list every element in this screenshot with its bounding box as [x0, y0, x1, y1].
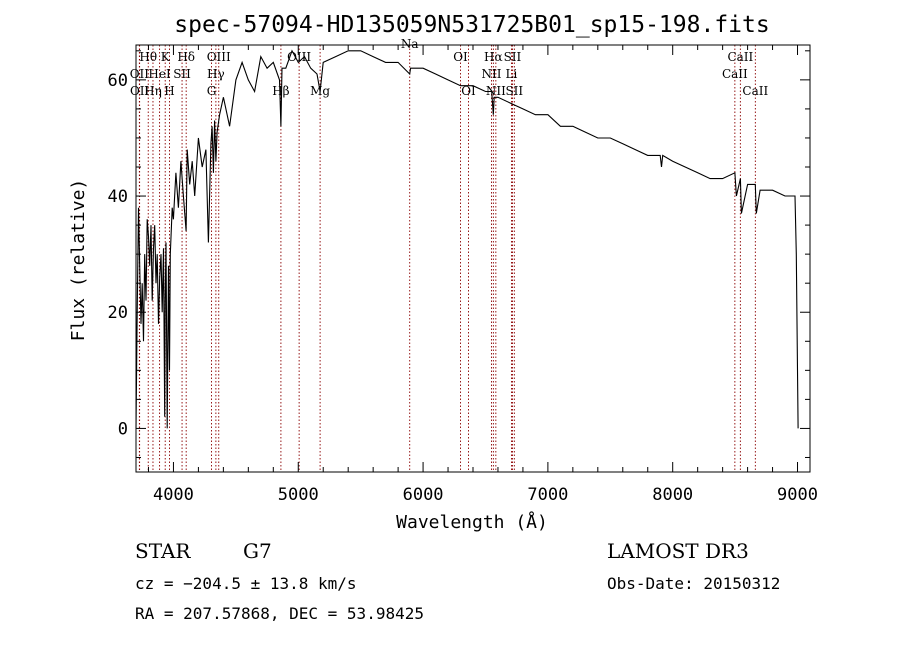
x-axis-ticks: 4000 5000 6000 7000 8000 9000 — [147, 45, 818, 505]
marker-lines — [138, 45, 756, 472]
x-tick-label: 6000 — [403, 485, 444, 505]
annotation-label: Na — [401, 37, 419, 51]
annotation-label: Hη — [144, 84, 162, 98]
y-tick-label: 0 — [118, 419, 128, 439]
ra-dec-coordinates: RA = 207.57868, DEC = 53.98425 — [135, 604, 424, 623]
chart-title: spec-57094-HD135059N531725B01_sp15-198.f… — [174, 12, 769, 38]
plot-frame — [135, 44, 811, 473]
x-tick-label: 9000 — [777, 485, 818, 505]
annotation-label: K — [161, 50, 171, 64]
object-class: STAR — [135, 539, 191, 563]
annotation-label: NII — [486, 84, 506, 98]
x-tick-label: 5000 — [278, 485, 319, 505]
annotation-label: OIII — [207, 50, 231, 64]
annotation-label: CaII — [742, 84, 768, 98]
annotation-label: CaII — [722, 67, 748, 81]
annotation-label: CaII — [727, 50, 753, 64]
annotation-label: SII — [504, 50, 522, 64]
annotation-label: Hθ — [139, 50, 157, 64]
survey-name: LAMOST DR3 — [607, 539, 749, 563]
y-tick-label: 20 — [108, 303, 128, 323]
annotation-label: Hβ — [272, 84, 289, 98]
x-tick-label: 8000 — [652, 485, 693, 505]
annotation-label: H — [164, 84, 174, 98]
annotation-label: SII — [173, 67, 191, 81]
x-tick-label: 7000 — [527, 485, 568, 505]
annotation-label: OI — [461, 84, 476, 98]
y-tick-label: 60 — [108, 71, 128, 91]
y-tick-label: 40 — [108, 187, 128, 207]
annotation-label: G — [207, 84, 217, 98]
redshift-velocity: cz = −204.5 ± 13.8 km/s — [135, 574, 357, 593]
annotation-label: Li — [506, 67, 518, 81]
y-axis-title: Flux (relative) — [68, 179, 89, 342]
annotation-label: SII — [505, 84, 523, 98]
y-axis-ticks: 0 20 40 60 — [108, 50, 810, 458]
annotation-label: Hδ — [177, 50, 195, 64]
annotation-label: Hγ — [207, 67, 225, 81]
spectrum-line — [135, 49, 799, 429]
annotation-label: Hα — [484, 50, 503, 64]
annotation-label: OII — [130, 84, 150, 98]
annotation-label: HeI — [148, 67, 171, 81]
observation-date: Obs-Date: 20150312 — [607, 574, 780, 593]
annotation-label: OII — [130, 67, 150, 81]
object-subclass: G7 — [243, 539, 272, 563]
x-axis-title: Wavelength (Å) — [396, 511, 548, 533]
annotation-label: NII — [481, 67, 501, 81]
x-tick-label: 4000 — [153, 485, 194, 505]
annotation-label: OI — [453, 50, 468, 64]
